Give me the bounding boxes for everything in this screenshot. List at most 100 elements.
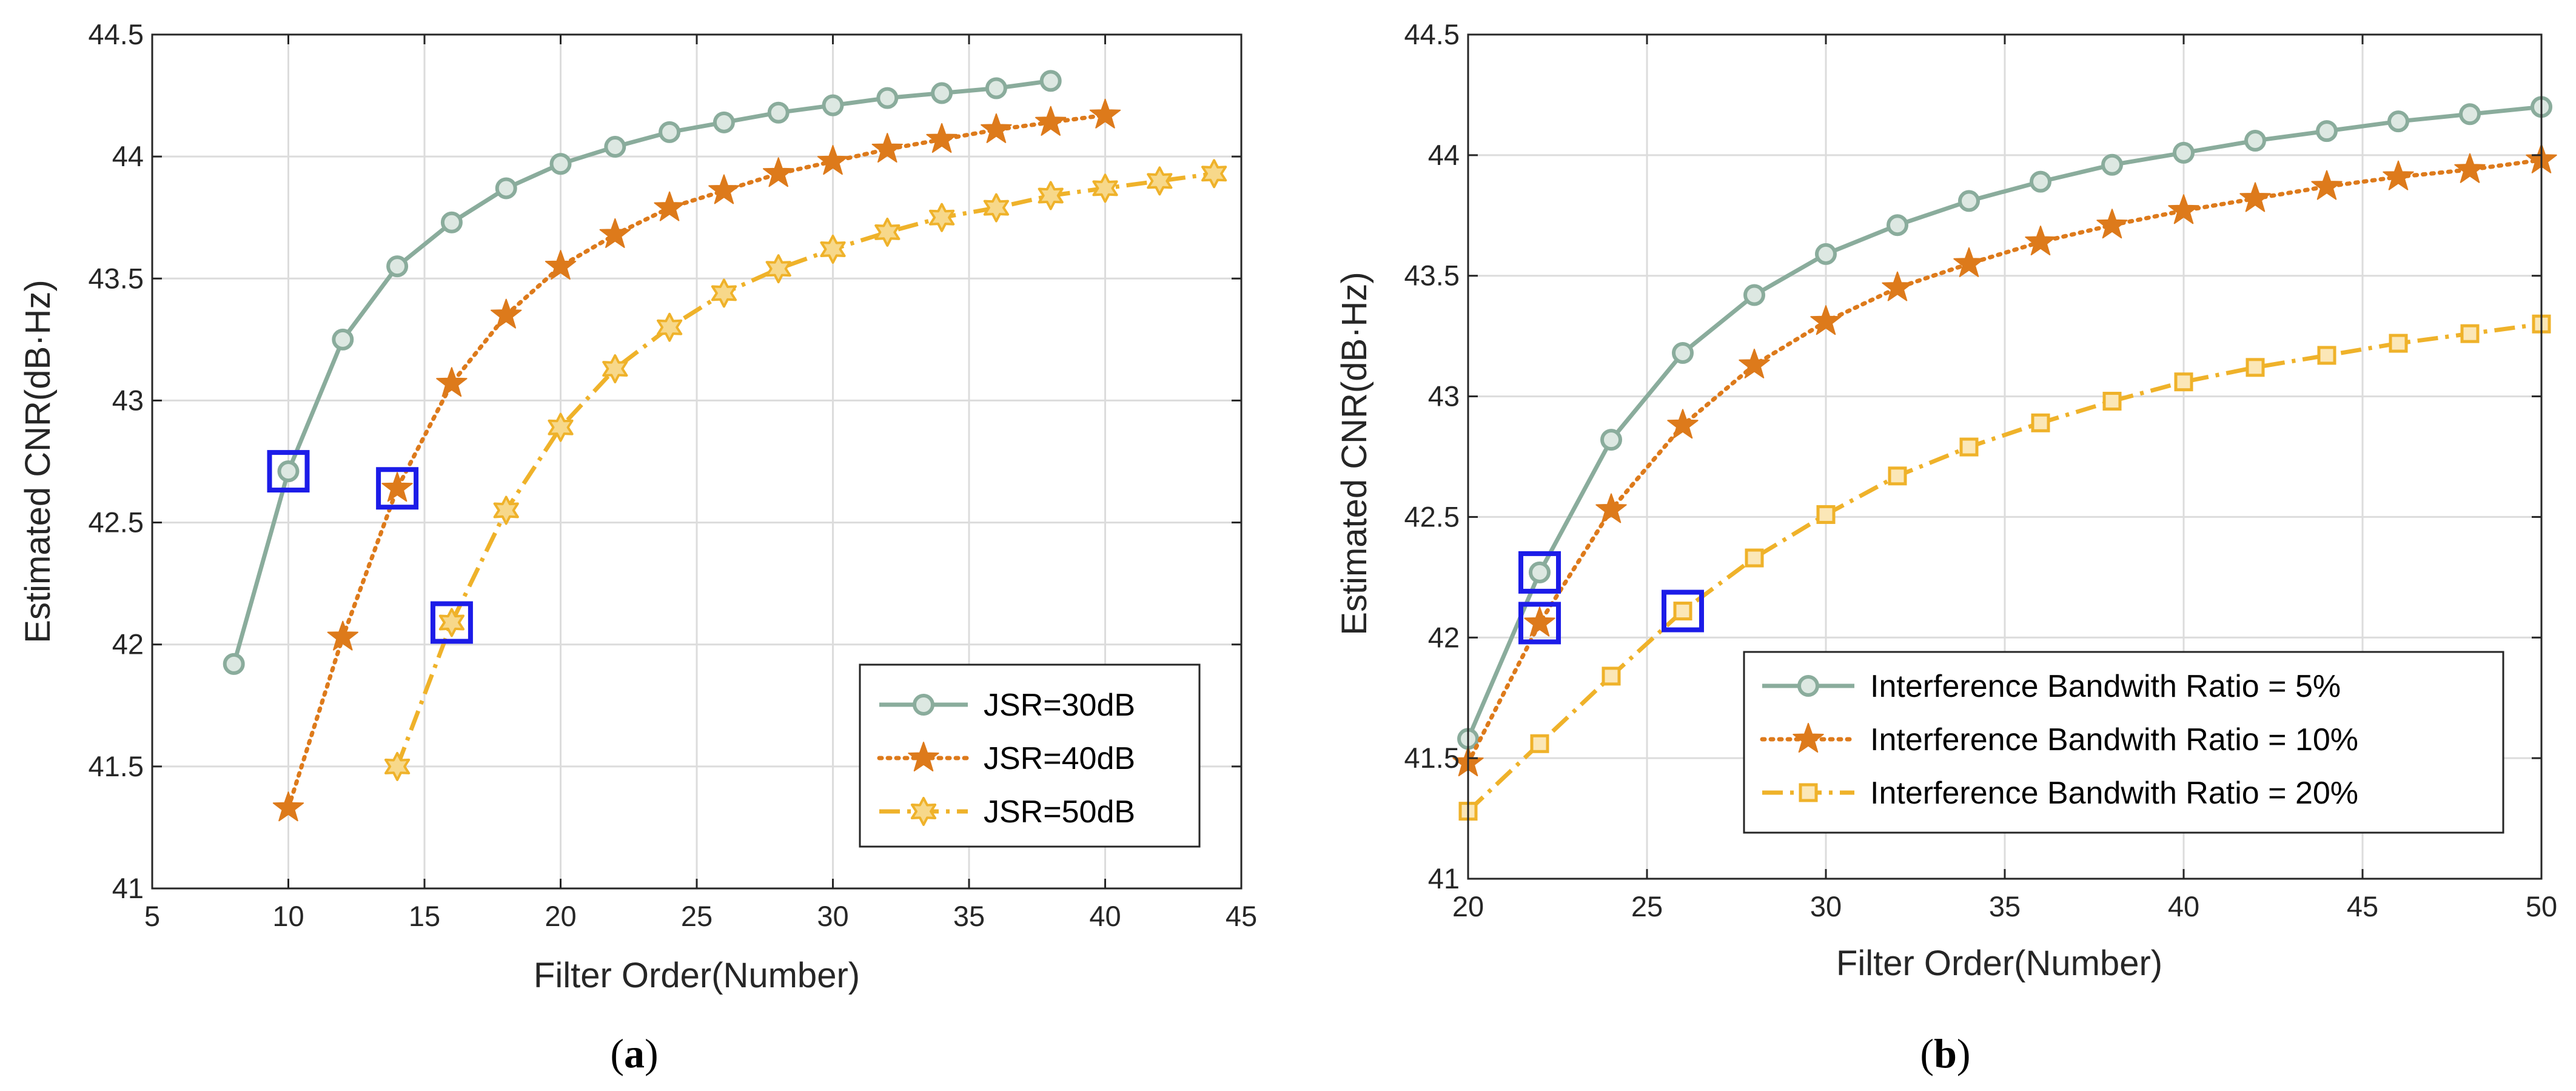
x-tick-label: 40 [1089, 900, 1121, 932]
data-point-a-2 [1035, 106, 1067, 136]
series-line-a-3 [395, 171, 1215, 768]
data-point-a-3 [929, 203, 955, 232]
data-point-a-2 [381, 472, 413, 502]
data-point-b-3 [1816, 505, 1836, 524]
y-tick-label: 44 [1428, 139, 1460, 171]
data-point-b-3 [1888, 466, 1907, 486]
y-tick-label: 41 [112, 872, 144, 904]
data-point-a-2 [926, 123, 958, 153]
data-point-a-1 [549, 153, 572, 175]
data-point-a-3 [1147, 166, 1173, 196]
legend-label-b-3: Interference Bandwith Ratio = 20% [1870, 776, 2358, 811]
data-point-b-1 [1529, 561, 1551, 583]
data-point-b-2 [1667, 409, 1699, 439]
data-point-a-1 [604, 136, 626, 158]
data-point-b-2 [2239, 182, 2271, 212]
legend-label-a-2: JSR=40dB [984, 741, 1135, 776]
data-point-a-1 [332, 328, 354, 351]
legend-a: JSR=30dB JSR=40dB JSR=50dB [859, 663, 1201, 848]
y-tick-label: 43.5 [89, 262, 144, 294]
x-tick-label: 35 [953, 900, 985, 932]
y-axis-label-a: Estimated CNR(dB·Hz) [18, 280, 58, 643]
data-point-a-1 [931, 82, 953, 104]
legend-marker-a-3 [910, 797, 937, 826]
data-point-a-1 [985, 77, 1007, 99]
data-point-b-1 [1743, 284, 1765, 306]
data-point-a-3 [1201, 159, 1227, 189]
data-point-a-2 [599, 218, 631, 248]
data-point-b-2 [2383, 160, 2414, 190]
data-point-b-2 [2096, 209, 2128, 239]
x-tick-label: 45 [2347, 890, 2378, 922]
data-point-b-1 [1672, 341, 1694, 364]
data-point-b-2 [2168, 194, 2199, 224]
data-point-a-1 [495, 177, 517, 200]
legend-marker-b-3 [1799, 783, 1818, 802]
data-point-b-1 [1600, 429, 1622, 451]
y-tick-label: 44.5 [89, 18, 144, 50]
data-point-a-3 [874, 217, 901, 247]
data-point-a-3 [384, 751, 411, 781]
data-point-a-2 [436, 367, 468, 397]
legend-b: Interference Bandwith Ratio = 5% Interfer… [1743, 651, 2504, 834]
legend-label-a-1: JSR=30dB [984, 688, 1135, 723]
data-point-a-2 [871, 133, 903, 163]
legend-marker-b-1 [1797, 675, 1819, 697]
legend-label-b-2: Interference Bandwith Ratio = 10% [1870, 722, 2358, 757]
caption-letter-b: b [1934, 1030, 1957, 1076]
data-point-b-1 [2244, 129, 2266, 152]
y-tick-label: 41.5 [89, 750, 144, 782]
data-point-a-1 [822, 94, 844, 116]
x-tick-label: 50 [2526, 890, 2557, 922]
highlight-box-b-2 [1518, 602, 1561, 645]
series-line-b-3 [1466, 321, 2542, 813]
data-point-a-3 [765, 254, 791, 284]
data-point-a-2 [491, 298, 522, 329]
data-point-b-3 [2460, 324, 2480, 343]
data-point-a-1 [277, 460, 300, 483]
series-line-b-2 [1466, 158, 2544, 765]
data-point-a-2 [327, 620, 358, 651]
data-point-b-1 [2030, 170, 2051, 193]
data-point-a-1 [767, 101, 790, 124]
y-tick-label: 41 [1428, 862, 1460, 895]
y-tick-label: 43 [1428, 380, 1460, 412]
chart-panel-b: 20 25 30 35 40 45 50 4141.54242.54343.54444.5 … [1335, 18, 2557, 1076]
data-point-b-1 [1958, 190, 1980, 212]
data-point-b-1 [2316, 120, 2338, 143]
data-point-a-3 [657, 312, 683, 342]
data-point-a-3 [602, 354, 628, 384]
y-tick-label: 42.5 [1404, 500, 1460, 532]
caption-a: (a) [610, 1030, 658, 1076]
data-point-a-1 [440, 211, 463, 233]
series-group-b [1452, 96, 2557, 821]
data-point-a-3 [820, 235, 846, 264]
data-point-b-2 [1739, 348, 1770, 378]
data-point-a-1 [1039, 70, 1062, 92]
data-point-b-2 [1882, 271, 1913, 301]
data-point-b-1 [2459, 103, 2481, 126]
y-tick-label: 41.5 [1404, 742, 1460, 774]
data-point-a-3 [1038, 181, 1064, 210]
data-point-a-3 [1092, 173, 1118, 203]
data-point-b-1 [2101, 153, 2123, 176]
data-point-b-3 [2031, 413, 2050, 432]
data-point-b-1 [2387, 110, 2409, 133]
data-point-b-2 [1595, 493, 1627, 523]
data-point-b-2 [2311, 170, 2343, 200]
caption-b: (b) [1920, 1030, 1970, 1076]
data-point-a-1 [876, 87, 899, 109]
data-point-a-1 [223, 653, 245, 675]
x-ticks-b: 20 25 30 35 40 45 50 [1452, 35, 2557, 922]
data-point-b-3 [1745, 548, 1764, 568]
data-point-a-2 [545, 250, 577, 280]
data-point-a-2 [272, 791, 304, 822]
y-axis-label-b: Estimated CNR(dB·Hz) [1335, 272, 1374, 635]
legend-label-a-3: JSR=50dB [984, 794, 1135, 830]
x-ticks-a: 5 10 15 20 25 30 35 40 45 [144, 35, 1257, 932]
y-ticks-a: 41 41.5 42 42.5 43 43.5 44 44.5 [89, 18, 1241, 904]
data-point-a-2 [1089, 98, 1121, 129]
data-point-a-1 [386, 255, 409, 278]
y-tick-label: 42.5 [89, 506, 144, 539]
